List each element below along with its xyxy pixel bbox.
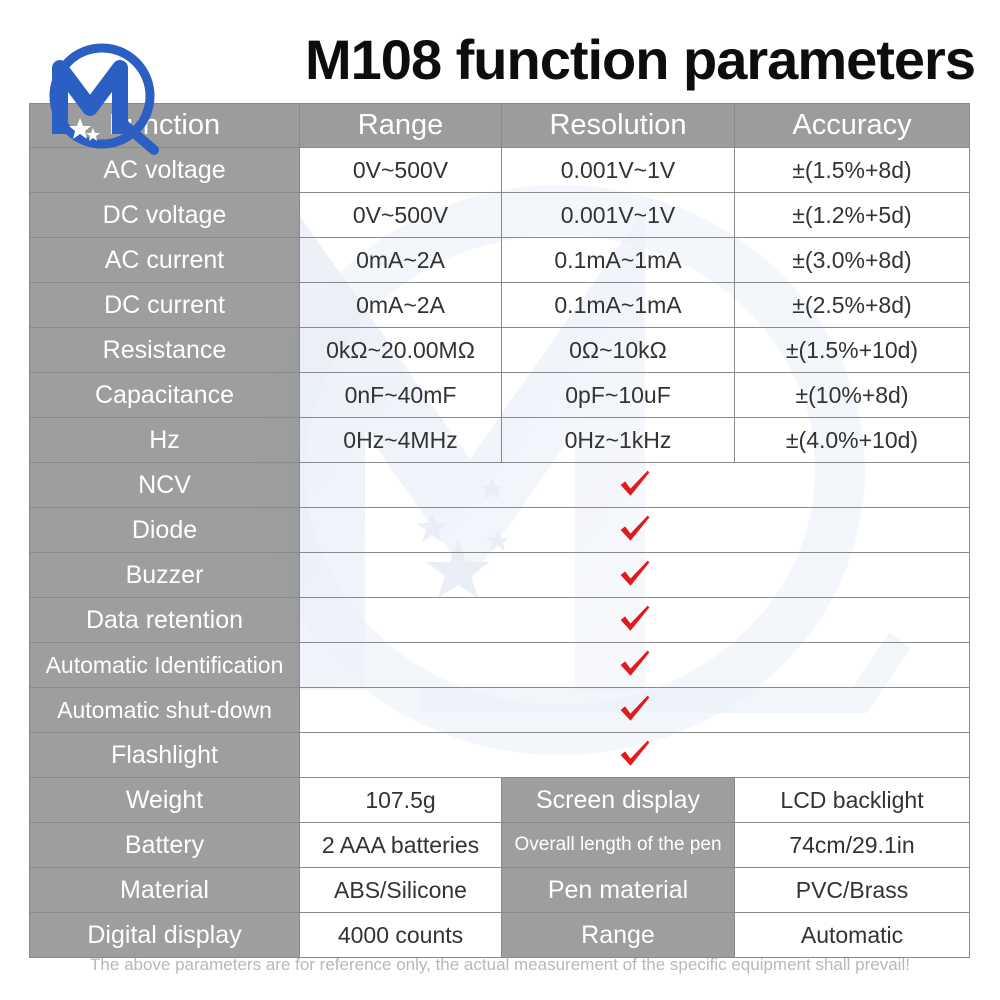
- resolution-value: 0.001V~1V: [501, 192, 735, 238]
- spec-value: 74cm/29.1in: [734, 822, 970, 868]
- feature-support-cell: [299, 507, 970, 553]
- accuracy-value: ±(1.5%+10d): [734, 327, 970, 373]
- spec-row: Digital display 4000 counts Range Automa…: [29, 912, 970, 958]
- feature-support-cell: [299, 597, 970, 643]
- function-label: Capacitance: [29, 372, 300, 418]
- function-label: Hz: [29, 417, 300, 463]
- feature-label: Diode: [29, 507, 300, 553]
- feature-row: NCV: [29, 462, 970, 508]
- header-accuracy: Accuracy: [734, 103, 970, 148]
- spec-label: Battery: [29, 822, 300, 868]
- range-value: 0mA~2A: [299, 237, 502, 283]
- spec-label: Range: [501, 912, 735, 958]
- spec-label: Digital display: [29, 912, 300, 958]
- header-range: Range: [299, 103, 502, 148]
- red-checkmark-icon: [620, 695, 649, 721]
- function-label: DC voltage: [29, 192, 300, 238]
- feature-label: Automatic shut-down: [29, 687, 300, 733]
- resolution-value: 0.1mA~1mA: [501, 237, 735, 283]
- range-value: 0V~500V: [299, 192, 502, 238]
- red-checkmark-icon: [620, 470, 649, 496]
- page-title: M108 function parameters: [305, 28, 976, 91]
- feature-support-cell: [299, 687, 970, 733]
- spec-value: 4000 counts: [299, 912, 502, 958]
- range-value: 0nF~40mF: [299, 372, 502, 418]
- spec-value: 2 AAA batteries: [299, 822, 502, 868]
- spec-row: Material ABS/Silicone Pen material PVC/B…: [29, 867, 970, 913]
- table-row: Capacitance 0nF~40mF 0pF~10uF ±(10%+8d): [29, 372, 970, 418]
- feature-label: Buzzer: [29, 552, 300, 598]
- table-row: Resistance 0kΩ~20.00MΩ 0Ω~10kΩ ±(1.5%+10…: [29, 327, 970, 373]
- resolution-value: 0.001V~1V: [501, 147, 735, 193]
- function-label: AC voltage: [29, 147, 300, 193]
- feature-label: Data retention: [29, 597, 300, 643]
- red-checkmark-icon: [620, 515, 649, 541]
- table-row: AC current 0mA~2A 0.1mA~1mA ±(3.0%+8d): [29, 237, 970, 283]
- accuracy-value: ±(3.0%+8d): [734, 237, 970, 283]
- accuracy-value: ±(4.0%+10d): [734, 417, 970, 463]
- feature-row: Diode: [29, 507, 970, 553]
- function-label: AC current: [29, 237, 300, 283]
- red-checkmark-icon: [620, 650, 649, 676]
- range-value: 0mA~2A: [299, 282, 502, 328]
- spec-value: PVC/Brass: [734, 867, 970, 913]
- spec-label: Overall length of the pen: [501, 822, 735, 868]
- spec-label: Pen material: [501, 867, 735, 913]
- function-parameters-table: Function Range Resolution Accuracy AC vo…: [29, 103, 970, 958]
- feature-label: NCV: [29, 462, 300, 508]
- range-value: 0Hz~4MHz: [299, 417, 502, 463]
- red-checkmark-icon: [620, 560, 649, 586]
- feature-support-cell: [299, 642, 970, 688]
- spec-value: ABS/Silicone: [299, 867, 502, 913]
- range-value: 0kΩ~20.00MΩ: [299, 327, 502, 373]
- spec-value: Automatic: [734, 912, 970, 958]
- red-checkmark-icon: [620, 740, 649, 766]
- table-row: Hz 0Hz~4MHz 0Hz~1kHz ±(4.0%+10d): [29, 417, 970, 463]
- resolution-value: 0.1mA~1mA: [501, 282, 735, 328]
- spec-label: Weight: [29, 777, 300, 823]
- spec-value: LCD backlight: [734, 777, 970, 823]
- feature-row: Buzzer: [29, 552, 970, 598]
- table-row: DC voltage 0V~500V 0.001V~1V ±(1.2%+5d): [29, 192, 970, 238]
- spec-label: Screen display: [501, 777, 735, 823]
- feature-support-cell: [299, 462, 970, 508]
- accuracy-value: ±(2.5%+8d): [734, 282, 970, 328]
- spec-label: Material: [29, 867, 300, 913]
- red-checkmark-icon: [620, 605, 649, 631]
- accuracy-value: ±(1.5%+8d): [734, 147, 970, 193]
- resolution-value: 0Ω~10kΩ: [501, 327, 735, 373]
- feature-label: Automatic Identification: [29, 642, 300, 688]
- spec-row: Weight 107.5g Screen display LCD backlig…: [29, 777, 970, 823]
- range-value: 0V~500V: [299, 147, 502, 193]
- disclaimer-footnote: The above parameters are for reference o…: [90, 955, 910, 974]
- table-header-row: Function Range Resolution Accuracy: [29, 103, 970, 148]
- table-row: DC current 0mA~2A 0.1mA~1mA ±(2.5%+8d): [29, 282, 970, 328]
- resolution-value: 0Hz~1kHz: [501, 417, 735, 463]
- m-logo-icon: [49, 43, 159, 155]
- resolution-value: 0pF~10uF: [501, 372, 735, 418]
- feature-support-cell: [299, 732, 970, 778]
- feature-support-cell: [299, 552, 970, 598]
- spec-value: 107.5g: [299, 777, 502, 823]
- feature-label: Flashlight: [29, 732, 300, 778]
- spec-row: Battery 2 AAA batteries Overall length o…: [29, 822, 970, 868]
- function-label: DC current: [29, 282, 300, 328]
- table-row: AC voltage 0V~500V 0.001V~1V ±(1.5%+8d): [29, 147, 970, 193]
- feature-row: Automatic Identification: [29, 642, 970, 688]
- feature-row: Data retention: [29, 597, 970, 643]
- header-resolution: Resolution: [501, 103, 735, 148]
- function-label: Resistance: [29, 327, 300, 373]
- accuracy-value: ±(1.2%+5d): [734, 192, 970, 238]
- feature-row: Automatic shut-down: [29, 687, 970, 733]
- accuracy-value: ±(10%+8d): [734, 372, 970, 418]
- feature-row: Flashlight: [29, 732, 970, 778]
